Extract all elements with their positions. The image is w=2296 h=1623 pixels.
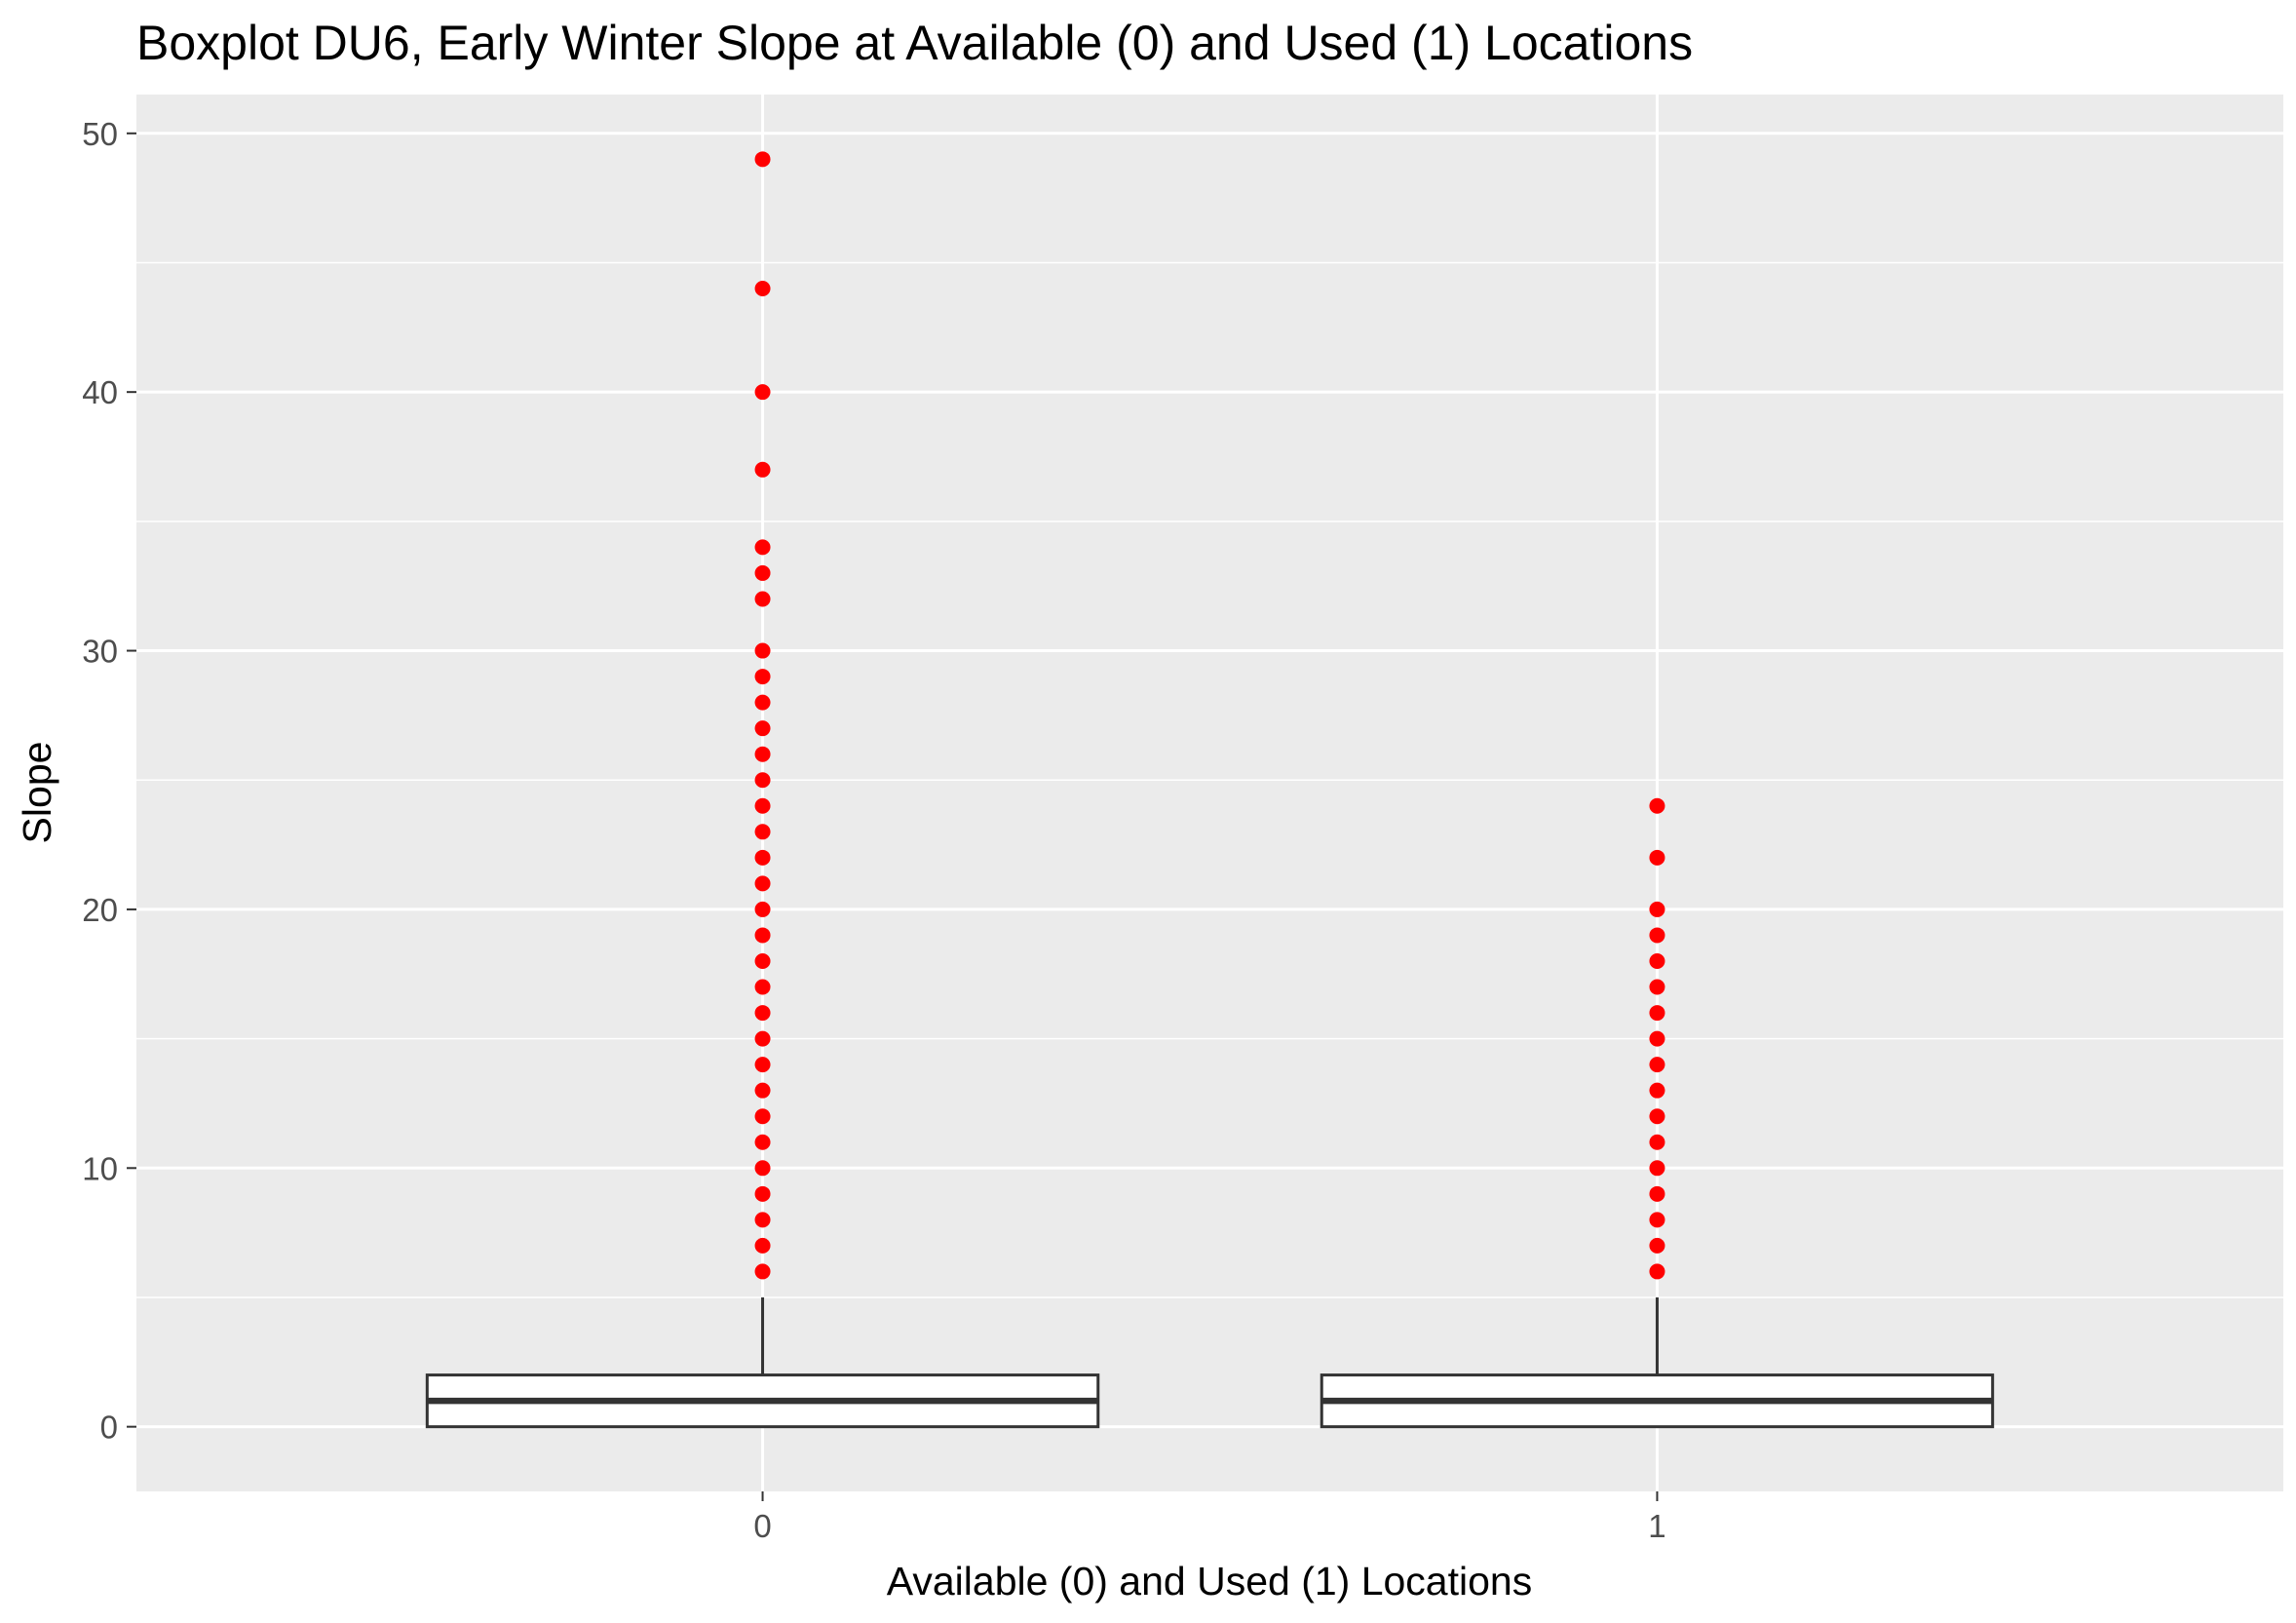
x-axis-title: Available (0) and Used (1) Locations bbox=[887, 1559, 1532, 1604]
outlier-point bbox=[754, 1057, 771, 1073]
outlier-point bbox=[1649, 901, 1665, 917]
outlier-point bbox=[1649, 979, 1665, 995]
outlier-point bbox=[1649, 1237, 1665, 1254]
x-tick-label: 0 bbox=[753, 1508, 771, 1544]
outlier-point bbox=[1649, 1030, 1665, 1047]
outlier-point bbox=[754, 720, 771, 737]
outlier-point bbox=[1649, 952, 1665, 969]
outlier-point bbox=[754, 564, 771, 581]
x-tick-label: 1 bbox=[1648, 1508, 1665, 1544]
outlier-point bbox=[754, 927, 771, 944]
outlier-point bbox=[754, 1212, 771, 1228]
outlier-point bbox=[1649, 927, 1665, 944]
outlier-point bbox=[754, 746, 771, 762]
outlier-point bbox=[1649, 1057, 1665, 1073]
outlier-point bbox=[1649, 1212, 1665, 1228]
outlier-point bbox=[754, 797, 771, 814]
outlier-point bbox=[1649, 1134, 1665, 1150]
outlier-layer bbox=[754, 151, 1665, 1280]
outlier-point bbox=[754, 952, 771, 969]
outlier-point bbox=[1649, 1005, 1665, 1022]
outlier-point bbox=[754, 824, 771, 840]
outlier-point bbox=[754, 1185, 771, 1202]
outlier-point bbox=[754, 1263, 771, 1280]
outlier-point bbox=[1649, 1185, 1665, 1202]
outlier-point bbox=[754, 875, 771, 892]
outlier-point bbox=[754, 461, 771, 478]
outlier-point bbox=[754, 772, 771, 789]
outlier-point bbox=[754, 151, 771, 168]
outlier-point bbox=[754, 694, 771, 711]
outlier-point bbox=[1649, 1082, 1665, 1099]
outlier-point bbox=[754, 642, 771, 659]
outlier-point bbox=[754, 1237, 771, 1254]
outlier-point bbox=[1649, 1108, 1665, 1125]
y-axis-title: Slope bbox=[15, 742, 59, 844]
y-tick-label: 30 bbox=[82, 634, 118, 670]
outlier-point bbox=[754, 281, 771, 297]
y-tick-label: 20 bbox=[82, 892, 118, 928]
outlier-point bbox=[754, 901, 771, 917]
outlier-point bbox=[754, 1160, 771, 1177]
minor-gridlines bbox=[136, 261, 2283, 1298]
box-layer bbox=[425, 1296, 1995, 1429]
outlier-point bbox=[1649, 849, 1665, 866]
chart-title: Boxplot DU6, Early Winter Slope at Avail… bbox=[136, 16, 1693, 70]
y-axis: 0 10 20 30 40 50 bbox=[82, 116, 136, 1446]
outlier-point bbox=[754, 539, 771, 556]
outlier-point bbox=[754, 1030, 771, 1047]
y-tick-label: 10 bbox=[82, 1150, 118, 1186]
outlier-point bbox=[754, 1108, 771, 1125]
outlier-point bbox=[1649, 1263, 1665, 1280]
y-tick-label: 0 bbox=[100, 1410, 118, 1446]
outlier-point bbox=[754, 669, 771, 685]
outlier-point bbox=[754, 591, 771, 607]
outlier-point bbox=[754, 1005, 771, 1022]
y-tick-label: 40 bbox=[82, 374, 118, 410]
y-tick-label: 50 bbox=[82, 116, 118, 152]
outlier-point bbox=[1649, 1160, 1665, 1177]
outlier-point bbox=[754, 1134, 771, 1150]
outlier-point bbox=[1649, 797, 1665, 814]
outlier-point bbox=[754, 1082, 771, 1099]
outlier-point bbox=[754, 384, 771, 401]
outlier-point bbox=[754, 979, 771, 995]
plot-panel bbox=[136, 95, 2283, 1491]
outlier-point bbox=[754, 849, 771, 866]
